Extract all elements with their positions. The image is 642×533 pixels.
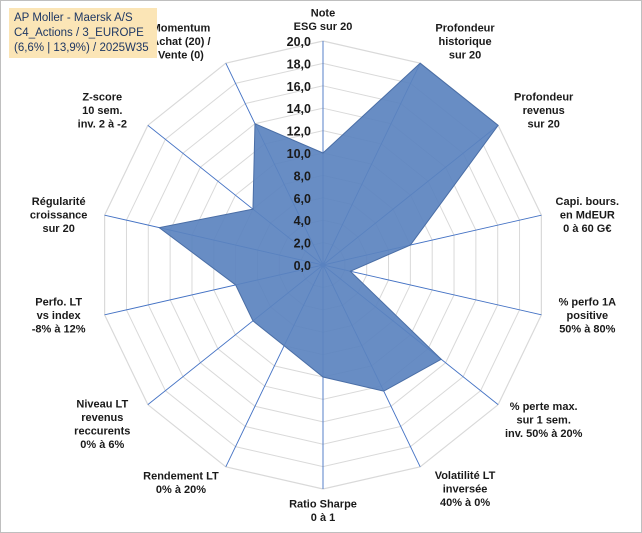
axis-label-9: Rendement LT 0% à 20% xyxy=(143,471,219,497)
axis-label-11-line-1: Perfo. LT xyxy=(35,297,82,309)
axis-label-11-line-3: -8% à 12% xyxy=(32,324,86,336)
axis-label-10-line-1: Niveau LT xyxy=(76,398,128,410)
chart-title-line-2: C4_Actions / 3_EUROPE xyxy=(14,27,144,39)
chart-title-line-3: (6,6% | 13,9%) / 2025W35 xyxy=(14,42,149,54)
axis-label-3-line-3: sur 20 xyxy=(527,118,559,130)
tick-label-5: 10,0 xyxy=(287,147,311,161)
axis-label-2-line-2: historique xyxy=(438,36,491,48)
axis-label-5-line-2: positive xyxy=(567,310,609,322)
chart-title-line-1: AP Moller - Maersk A/S xyxy=(14,12,133,24)
axis-label-4-line-1: Capi. bours. xyxy=(556,196,620,208)
axis-label-8-line-2: 0 à 1 xyxy=(311,512,335,524)
axis-label-10-line-3: reccurents xyxy=(74,425,130,437)
tick-label-9: 18,0 xyxy=(287,57,311,71)
axis-label-10-line-2: revenus xyxy=(81,412,123,424)
axis-label-11-line-2: vs index xyxy=(37,310,82,322)
axis-label-4: Capi. bours. en MdEUR 0 à 60 G€ xyxy=(556,196,620,235)
axis-label-7-line-2: inversée xyxy=(443,483,488,495)
axis-label-2-line-3: sur 20 xyxy=(449,50,481,62)
tick-label-6: 12,0 xyxy=(287,125,311,139)
axis-label-13-line-2: 10 sem. xyxy=(82,105,122,117)
axis-label-5-line-3: 50% à 80% xyxy=(559,324,615,336)
axis-label-6-line-2: sur 1 sem. xyxy=(516,415,570,427)
axis-label-13-line-1: Z-score xyxy=(82,91,122,103)
axis-label-10-line-4: 0% à 6% xyxy=(80,439,124,451)
axis-label-10: Niveau LT revenus reccurents 0% à 6% xyxy=(74,398,130,451)
tick-label-0: 0,0 xyxy=(294,259,311,273)
tick-label-3: 6,0 xyxy=(294,192,311,206)
axis-label-1-line-1: Note xyxy=(311,8,335,20)
axis-label-13-line-3: inv. 2 à -2 xyxy=(78,118,127,130)
axis-label-13: Z-score 10 sem. inv. 2 à -2 xyxy=(78,91,127,130)
axis-label-12-line-3: sur 20 xyxy=(42,223,74,235)
tick-label-8: 16,0 xyxy=(287,80,311,94)
axis-label-5-line-1: % perfo 1A xyxy=(559,297,617,309)
axis-label-9-line-1: Rendement LT xyxy=(143,471,219,483)
axis-label-3-line-2: revenus xyxy=(523,105,565,117)
tick-label-1: 2,0 xyxy=(294,237,311,251)
axis-label-3-line-1: Profondeur xyxy=(514,91,574,103)
axis-label-6: % perte max. sur 1 sem. inv. 50% à 20% xyxy=(505,401,583,440)
axis-label-12-line-1: Régularité xyxy=(32,196,86,208)
axis-label-4-line-3: 0 à 60 G€ xyxy=(563,223,611,235)
axis-label-5: % perfo 1A positive 50% à 80% xyxy=(559,297,617,336)
axis-label-11: Perfo. LT vs index -8% à 12% xyxy=(32,297,86,336)
tick-label-7: 14,0 xyxy=(287,102,311,116)
axis-label-6-line-1: % perte max. xyxy=(510,401,578,413)
axis-label-1: Note ESG sur 20 xyxy=(294,8,353,34)
axis-label-14-line-3: Vente (0) xyxy=(158,50,204,62)
spoke-5 xyxy=(322,264,542,316)
axis-label-4-line-2: en MdEUR xyxy=(560,209,615,221)
axis-label-2: Profondeur historique sur 20 xyxy=(435,23,495,62)
tick-label-10: 20,0 xyxy=(287,35,311,49)
data-series-area xyxy=(158,62,499,392)
tick-label-4: 8,0 xyxy=(294,169,311,183)
tick-label-2: 4,0 xyxy=(294,214,311,228)
axis-label-14-line-2: Achat (20) / xyxy=(151,36,210,48)
axis-label-8: Ratio Sharpe 0 à 1 xyxy=(289,499,357,525)
axis-label-14: Momentum Achat (20) / Vente (0) xyxy=(151,23,210,62)
axis-label-1-line-2: ESG sur 20 xyxy=(294,21,353,33)
axis-label-3: Profondeur revenus sur 20 xyxy=(514,91,574,130)
axis-label-14-line-1: Momentum xyxy=(152,23,211,35)
chart-title-box: AP Moller - Maersk A/S C4_Actions / 3_EU… xyxy=(9,8,157,58)
axis-label-9-line-2: 0% à 20% xyxy=(156,484,206,496)
axis-label-2-line-1: Profondeur xyxy=(435,23,495,35)
axis-label-7-line-1: Volatilité LT xyxy=(435,470,496,482)
axis-label-12: Régularité croissance sur 20 xyxy=(30,196,87,235)
axis-label-8-line-1: Ratio Sharpe xyxy=(289,499,357,511)
axis-label-6-line-3: inv. 50% à 20% xyxy=(505,428,583,440)
axis-label-7-line-3: 40% à 0% xyxy=(440,497,490,509)
axis-label-12-line-2: croissance xyxy=(30,209,87,221)
axis-label-7: Volatilité LT inversée 40% à 0% xyxy=(435,470,496,509)
